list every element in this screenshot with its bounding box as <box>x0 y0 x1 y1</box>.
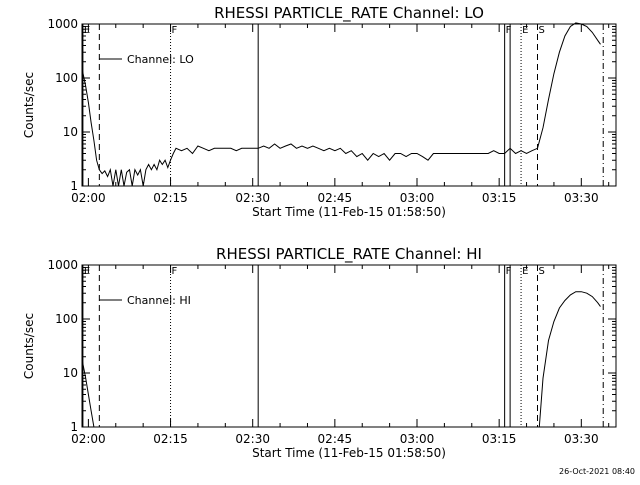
x-tick-label: 03:30 <box>564 191 599 205</box>
x-tick-label: 02:15 <box>153 432 188 446</box>
event-marker-letter: F <box>172 25 178 36</box>
y-tick-label: 1 <box>70 179 78 193</box>
x-tick-label: 02:30 <box>235 432 270 446</box>
x-tick-label: 03:30 <box>564 432 599 446</box>
chart-title: RHESSI PARTICLE_RATE Channel: LO <box>214 4 484 23</box>
event-marker-letter: E <box>522 266 528 277</box>
series-line <box>81 291 601 428</box>
event-marker-letter: S <box>538 25 544 36</box>
y-tick-label: 1000 <box>47 17 78 31</box>
x-tick-label: 02:30 <box>235 191 270 205</box>
event-marker-letter: F <box>506 266 512 277</box>
footer-timestamp: 26-Oct-2021 08:40 <box>559 467 635 476</box>
y-tick-label: 10 <box>63 125 78 139</box>
event-marker-letter: F <box>506 25 512 36</box>
x-tick-label: 03:00 <box>400 432 435 446</box>
x-axis-label: Start Time (11-Feb-15 01:58:50) <box>252 446 446 460</box>
legend-label: Channel: LO <box>127 53 194 66</box>
event-marker-letter: E <box>84 266 90 277</box>
y-tick-label: 1 <box>70 420 78 434</box>
event-marker-letter: S <box>538 266 544 277</box>
y-axis-label: Counts/sec <box>22 72 36 138</box>
x-tick-label: 02:00 <box>71 432 106 446</box>
x-tick-label: 02:00 <box>71 191 106 205</box>
x-tick-label: 03:00 <box>400 191 435 205</box>
x-tick-label: 02:45 <box>318 191 353 205</box>
y-tick-label: 100 <box>55 71 78 85</box>
event-marker-letter: F <box>172 266 178 277</box>
series-line <box>81 22 601 187</box>
x-tick-label: 03:15 <box>482 191 517 205</box>
y-tick-label: 10 <box>63 366 78 380</box>
chart-panel-1: RHESSI PARTICLE_RATE Channel: HI 02:00 02:… <box>22 245 617 460</box>
plot-frame <box>81 23 617 187</box>
x-tick-label: 02:45 <box>318 432 353 446</box>
y-tick-label: 1000 <box>47 258 78 272</box>
y-tick-label: 100 <box>55 312 78 326</box>
chart-panel-0: RHESSI PARTICLE_RATE Channel: LO 02:00 02:… <box>22 4 617 219</box>
x-tick-label: 02:15 <box>153 191 188 205</box>
x-axis-label: Start Time (11-Feb-15 01:58:50) <box>252 205 446 219</box>
chart-title: RHESSI PARTICLE_RATE Channel: HI <box>216 245 482 264</box>
y-axis-label: Counts/sec <box>22 313 36 379</box>
x-tick-label: 03:15 <box>482 432 517 446</box>
event-marker-letter: E <box>84 25 90 36</box>
legend-label: Channel: HI <box>127 294 191 307</box>
plot-frame <box>81 264 617 428</box>
event-marker-letter: E <box>522 25 528 36</box>
